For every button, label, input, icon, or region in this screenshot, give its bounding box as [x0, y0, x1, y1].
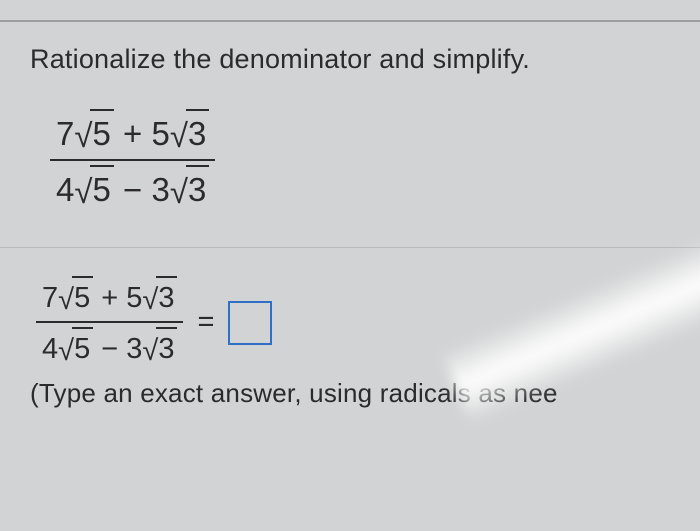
- coef: 5: [126, 282, 142, 314]
- sqrt: √3: [142, 276, 177, 319]
- operator: −: [123, 171, 142, 208]
- top-rule: [0, 20, 700, 22]
- answer-row: 7√5 + 5√3 4√5 − 3√3 =: [36, 276, 680, 369]
- sqrt: √5: [58, 276, 93, 319]
- answer-numerator: 7√5 + 5√3: [36, 276, 183, 323]
- sqrt: √5: [58, 327, 93, 370]
- operator: −: [101, 333, 118, 365]
- answer-fraction: 7√5 + 5√3 4√5 − 3√3: [36, 276, 183, 369]
- coef: 3: [151, 171, 169, 208]
- coef: 7: [56, 115, 74, 152]
- problem-page: Rationalize the denominator and simplify…: [0, 0, 700, 531]
- coef: 4: [56, 171, 74, 208]
- coef: 4: [42, 333, 58, 365]
- sqrt: √5: [74, 109, 113, 157]
- coef: 5: [151, 115, 169, 152]
- sqrt: √3: [170, 165, 209, 213]
- sqrt: √3: [142, 327, 177, 370]
- operator: +: [123, 115, 142, 152]
- divider-rule: [0, 247, 700, 248]
- display-numerator: 7√5 + 5√3: [50, 109, 215, 161]
- display-denominator: 4√5 − 3√3: [50, 161, 215, 213]
- instruction-text: Rationalize the denominator and simplify…: [30, 44, 680, 75]
- hint-text: (Type an exact answer, using radicals as…: [30, 378, 680, 409]
- sqrt: √3: [170, 109, 209, 157]
- coef: 3: [126, 333, 142, 365]
- display-fraction: 7√5 + 5√3 4√5 − 3√3: [50, 109, 215, 213]
- sqrt: √5: [74, 165, 113, 213]
- coef: 7: [42, 282, 58, 314]
- answer-input[interactable]: [228, 301, 272, 345]
- operator: +: [101, 282, 118, 314]
- answer-denominator: 4√5 − 3√3: [36, 323, 183, 370]
- display-expression: 7√5 + 5√3 4√5 − 3√3: [50, 109, 680, 213]
- equals-sign: =: [197, 306, 214, 339]
